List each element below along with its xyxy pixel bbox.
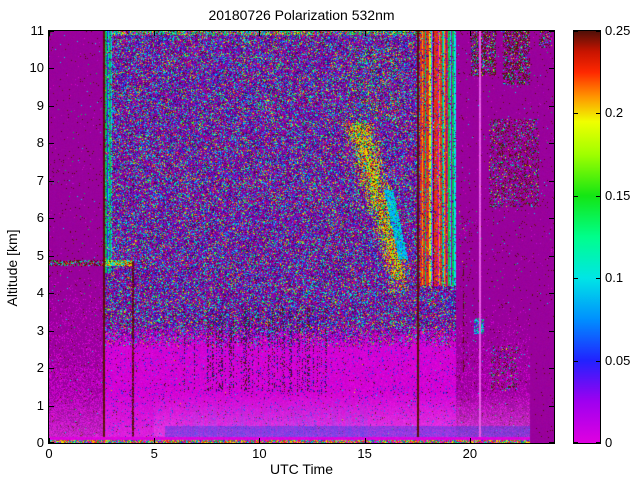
y-tick	[549, 31, 554, 32]
x-tick-label: 5	[150, 446, 158, 461]
y-tick-label: 0	[36, 435, 44, 450]
colorbar-tick-label: 0	[605, 435, 613, 450]
y-tick-label: 10	[29, 60, 44, 76]
colorbar-canvas	[574, 31, 600, 443]
colorbar-tick-label: 0.2	[605, 105, 624, 121]
y-tick	[549, 255, 554, 257]
x-tick	[259, 31, 261, 36]
y-tick	[549, 143, 554, 145]
colorbar-tick-label: 0.25	[605, 23, 631, 38]
y-tick	[49, 105, 54, 107]
y-tick-label: 4	[36, 285, 44, 301]
colorbar-tick-label: 0.15	[605, 187, 631, 203]
chart-title: 20180726 Polarization 532nm	[208, 7, 395, 23]
y-tick-label: 2	[36, 360, 44, 376]
y-tick-label: 9	[36, 97, 44, 113]
x-tick	[259, 438, 261, 443]
y-tick	[49, 442, 54, 443]
y-tick-label: 11	[30, 23, 45, 38]
colorbar-tick	[574, 360, 578, 362]
x-axis-label: UTC Time	[270, 461, 333, 477]
y-tick	[549, 442, 554, 443]
y-tick	[49, 293, 54, 295]
plot-area: Altitude [km]	[4, 30, 555, 444]
x-tick	[469, 438, 471, 443]
x-tick	[154, 31, 156, 36]
colorbar-tick	[574, 113, 578, 115]
y-tick	[549, 330, 554, 332]
colorbar-tick	[574, 442, 578, 443]
y-tick	[549, 68, 554, 70]
y-tick-label: 7	[36, 172, 44, 188]
x-tick-label: 15	[357, 446, 372, 461]
x-tick-label: 20	[462, 446, 478, 461]
colorbar-tick	[596, 195, 600, 197]
colorbar-tick	[574, 195, 578, 197]
colorbar-tick-label: 0.1	[605, 270, 624, 286]
colorbar-tick	[574, 278, 578, 280]
y-tick	[549, 293, 554, 295]
y-tick	[49, 405, 54, 407]
y-tick	[49, 255, 54, 257]
x-tick	[469, 31, 471, 36]
x-tick-label: 0	[45, 446, 53, 461]
x-tick	[49, 438, 50, 443]
y-tick	[549, 105, 554, 107]
y-tick-label: 3	[36, 322, 44, 338]
y-tick	[49, 330, 54, 332]
y-tick	[49, 368, 54, 370]
colorbar-tick	[596, 278, 600, 280]
y-tick	[49, 31, 54, 32]
colorbar-tick	[596, 360, 600, 362]
x-tick-label: 10	[252, 446, 267, 461]
y-tick-label: 5	[36, 247, 44, 263]
y-tick-label: 6	[36, 210, 44, 226]
y-tick	[549, 405, 554, 407]
y-tick	[549, 180, 554, 182]
colorbar-tick	[596, 31, 600, 32]
y-tick	[49, 143, 54, 145]
colorbar-tick	[596, 113, 600, 115]
x-tick	[364, 31, 366, 36]
y-tick-label: 8	[36, 135, 44, 151]
colorbar-tick-label: 0.05	[605, 352, 631, 368]
x-tick	[49, 31, 50, 36]
y-tick	[49, 218, 54, 220]
y-tick-label: 1	[36, 397, 44, 413]
y-tick	[549, 368, 554, 370]
colorbar-tick	[596, 442, 600, 443]
y-tick	[49, 180, 54, 182]
colorbar-tick	[574, 31, 578, 32]
colorbar	[573, 30, 601, 444]
x-tick	[154, 438, 156, 443]
y-tick	[549, 218, 554, 220]
y-tick	[49, 68, 54, 70]
heatmap-canvas	[49, 31, 554, 443]
x-tick	[364, 438, 366, 443]
